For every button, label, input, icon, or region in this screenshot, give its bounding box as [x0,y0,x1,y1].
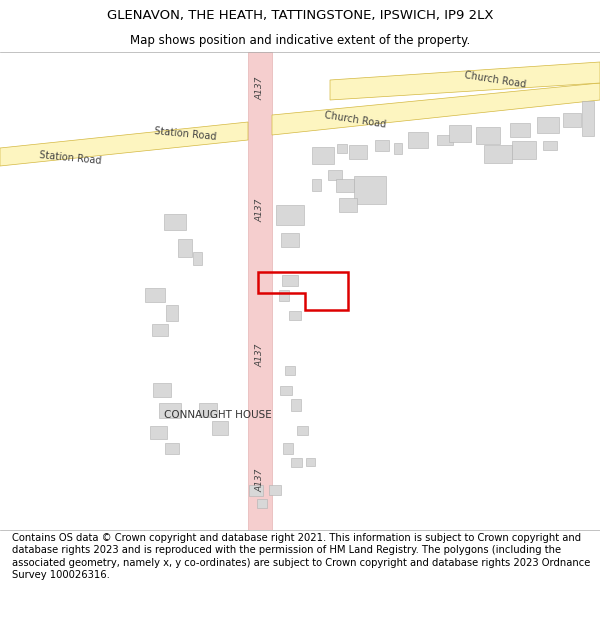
Text: Station Road: Station Road [38,150,101,166]
Bar [199,403,217,417]
Bar [285,366,295,374]
Text: GLENAVON, THE HEATH, TATTINGSTONE, IPSWICH, IP9 2LX: GLENAVON, THE HEATH, TATTINGSTONE, IPSWI… [107,9,493,22]
Bar [164,214,186,230]
Bar [178,239,192,257]
Bar [563,113,581,127]
Bar [149,426,167,439]
Text: Map shows position and indicative extent of the property.: Map shows position and indicative extent… [130,34,470,47]
Bar [269,485,281,495]
Polygon shape [272,83,600,135]
Bar [543,141,557,149]
Bar [276,205,304,225]
Bar [166,305,178,321]
Bar [337,144,347,152]
Bar [484,145,512,163]
Bar [289,311,301,319]
Bar [296,426,308,434]
Bar [375,139,389,151]
Bar [153,383,171,397]
Bar [437,135,453,145]
Bar [290,458,302,466]
Bar [339,198,357,212]
Bar [145,288,165,302]
Bar [512,141,536,159]
Bar [354,176,386,204]
Bar [510,123,530,137]
Text: A137: A137 [256,343,265,367]
Polygon shape [330,62,600,100]
Bar [249,484,263,496]
Bar [248,52,272,530]
Text: A137: A137 [256,468,265,492]
Polygon shape [0,122,248,166]
Bar [283,442,293,454]
Bar [279,289,289,301]
Bar [408,132,428,148]
Bar [280,386,292,394]
Text: A137: A137 [256,198,265,222]
Text: Contains OS data © Crown copyright and database right 2021. This information is : Contains OS data © Crown copyright and d… [12,533,590,580]
Bar [582,101,594,136]
Bar [537,117,559,133]
Bar [165,442,179,454]
Bar [311,179,320,191]
Bar [476,126,500,144]
Bar [349,145,367,159]
Bar [312,146,334,164]
Text: Church Road: Church Road [323,110,386,130]
Text: Station Road: Station Road [154,126,217,142]
Bar [257,499,267,508]
Bar [282,274,298,286]
Bar [328,170,342,180]
Text: A137: A137 [256,76,265,99]
Bar [212,421,228,435]
Bar [394,142,402,154]
Bar [193,251,202,264]
Bar [449,124,471,141]
Bar [152,324,168,336]
Bar [305,458,314,466]
Bar [281,233,299,247]
Bar [159,402,181,418]
Text: CONNAUGHT HOUSE: CONNAUGHT HOUSE [164,410,272,420]
Bar [336,179,354,191]
Bar [291,399,301,411]
Text: Church Road: Church Road [463,70,527,90]
